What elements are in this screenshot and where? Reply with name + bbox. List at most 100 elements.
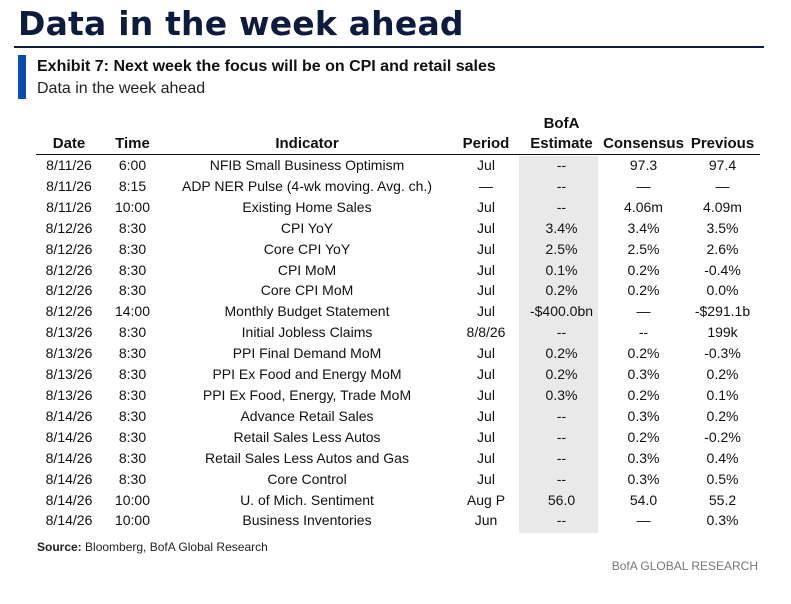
cell-time: 8:30 <box>118 261 147 278</box>
cell-consensus: 0.2% <box>627 261 660 278</box>
cell-period: Jul <box>477 219 495 236</box>
cell-estimate: -$400.0bn <box>529 303 594 320</box>
cell-estimate: 3.4% <box>545 219 578 236</box>
header-consensus: Consensus <box>602 114 685 155</box>
cell-previous: 0.2% <box>706 407 739 424</box>
cell-previous: 2.6% <box>706 240 739 257</box>
cell-estimate: -- <box>556 449 567 466</box>
cell-estimate: -- <box>556 324 567 341</box>
exhibit-subtitle: Data in the week ahead <box>37 80 206 97</box>
cell-time: 8:30 <box>118 324 147 341</box>
cell-date: 8/13/26 <box>45 366 93 383</box>
cell-period: Jul <box>477 198 495 215</box>
cell-indicator: U. of Mich. Sentiment <box>240 491 374 508</box>
cell-time: 8:30 <box>118 366 147 383</box>
cell-period: Jul <box>477 449 495 466</box>
table-row: 8/12/26 8:30 Core CPI YoY Jul 2.5% 2.5% 2.6% <box>36 239 760 260</box>
cell-date: 8/14/26 <box>45 407 93 424</box>
cell-previous: -0.4% <box>704 261 741 278</box>
cell-period: Jul <box>477 428 495 445</box>
cell-period: Jul <box>477 240 495 257</box>
table-row: 8/11/26 6:00 NFIB Small Business Optimism J… <box>36 155 760 176</box>
cell-previous: 97.4 <box>708 157 737 173</box>
cell-previous: — <box>715 177 730 194</box>
cell-date: 8/12/26 <box>45 303 93 320</box>
cell-consensus: 3.4% <box>627 219 660 236</box>
cell-estimate: -- <box>556 470 567 487</box>
cell-previous: 0.2% <box>706 366 739 383</box>
cell-time: 8:30 <box>118 428 147 445</box>
table-row: 8/13/26 8:30 PPI Final Demand MoM Jul 0.2% 0.… <box>36 343 760 364</box>
table-row: 8/12/26 14:00 Monthly Budget Statement Jul -… <box>36 301 760 322</box>
table-row: 8/13/26 8:30 PPI Ex Food, Energy, Trade Mo… <box>36 385 760 406</box>
cell-previous: 4.09m <box>703 198 742 215</box>
table-row: 8/14/26 8:30 Core Control Jul -- 0.3% 0.5% <box>36 469 760 490</box>
cell-previous: 3.5% <box>706 219 739 236</box>
header-period: Period <box>451 114 521 155</box>
cell-estimate: 0.3% <box>545 386 578 403</box>
cell-estimate: -- <box>556 407 567 424</box>
table-row: 8/14/26 10:00 Business Inventories Jun -- — 0.… <box>36 510 760 531</box>
exhibit-accent-bar <box>18 55 26 99</box>
cell-previous: 0.0% <box>706 282 739 299</box>
header-time: Time <box>102 114 163 155</box>
table-row: 8/14/26 8:30 Advance Retail Sales Jul -- 0.3%… <box>36 406 760 427</box>
table-row: 8/11/26 10:00 Existing Home Sales Jul -- 4.06… <box>36 197 760 218</box>
cell-consensus: 0.3% <box>627 449 660 466</box>
cell-indicator: CPI MoM <box>277 261 337 278</box>
cell-period: Jul <box>477 407 495 424</box>
cell-indicator: PPI Ex Food and Energy MoM <box>212 366 402 383</box>
cell-previous: -0.3% <box>704 345 741 362</box>
cell-estimate: -- <box>556 157 567 173</box>
table-row: 8/12/26 8:30 Core CPI MoM Jul 0.2% 0.2% 0.0% <box>36 280 760 301</box>
table-row: 8/14/26 8:30 Retail Sales Less Autos and G… <box>36 448 760 469</box>
table-row: 8/11/26 8:15 ADP NER Pulse (4-wk moving. A… <box>36 176 760 197</box>
cell-period: 8/8/26 <box>466 324 506 341</box>
cell-estimate: 0.2% <box>545 282 578 299</box>
cell-date: 8/14/26 <box>45 449 93 466</box>
header-estimate-line1: BofA <box>543 115 580 132</box>
page-title: Data in the week ahead <box>18 4 464 43</box>
cell-period: Jul <box>477 386 495 403</box>
cell-indicator: Retail Sales Less Autos and Gas <box>205 449 409 466</box>
table-row: 8/13/26 8:30 PPI Ex Food and Energy MoM Jul… <box>36 364 760 385</box>
cell-indicator: PPI Ex Food, Energy, Trade MoM <box>202 386 412 403</box>
cell-time: 8:30 <box>118 282 147 299</box>
header-indicator: Indicator <box>163 114 451 155</box>
cell-time: 6:00 <box>118 157 147 173</box>
cell-date: 8/13/26 <box>45 386 93 403</box>
cell-indicator: NFIB Small Business Optimism <box>209 157 405 173</box>
cell-time: 8:15 <box>118 177 147 194</box>
cell-estimate: 2.5% <box>545 240 578 257</box>
cell-time: 10:00 <box>114 512 151 529</box>
cell-date: 8/12/26 <box>45 240 93 257</box>
cell-consensus: 0.3% <box>627 470 660 487</box>
cell-estimate: 0.2% <box>545 345 578 362</box>
source-note: Source: Bloomberg, BofA Global Research <box>37 540 268 554</box>
exhibit-title: Exhibit 7: Next week the focus will be o… <box>37 58 496 75</box>
estimate-column-shading <box>519 156 598 533</box>
cell-date: 8/14/26 <box>45 470 93 487</box>
cell-time: 8:30 <box>118 386 147 403</box>
header-estimate-line2: Estimate <box>530 135 593 152</box>
cell-previous: 0.1% <box>706 386 739 403</box>
cell-time: 10:00 <box>114 491 151 508</box>
cell-indicator: Advance Retail Sales <box>240 407 374 424</box>
cell-consensus: 0.2% <box>627 386 660 403</box>
cell-consensus: — <box>636 177 651 194</box>
cell-consensus: 0.2% <box>627 345 660 362</box>
cell-consensus: — <box>636 303 651 320</box>
brand-footer: BofA GLOBAL RESEARCH <box>611 559 758 573</box>
cell-indicator: Business Inventories <box>242 512 372 529</box>
cell-indicator: Core Control <box>267 470 347 487</box>
cell-period: Jul <box>477 366 495 383</box>
cell-period: Jun <box>474 512 498 529</box>
table-header-row: Date Time Indicator Period BofA Estimate… <box>36 114 760 155</box>
data-calendar-table: Date Time Indicator Period BofA Estimate… <box>36 114 760 531</box>
cell-previous: 0.5% <box>706 470 739 487</box>
cell-period: Aug P <box>466 491 506 508</box>
cell-time: 8:30 <box>118 470 147 487</box>
cell-estimate: -- <box>556 198 567 215</box>
table-row: 8/14/26 10:00 U. of Mich. Sentiment Aug P 56… <box>36 490 760 511</box>
cell-consensus: 54.0 <box>629 491 658 508</box>
